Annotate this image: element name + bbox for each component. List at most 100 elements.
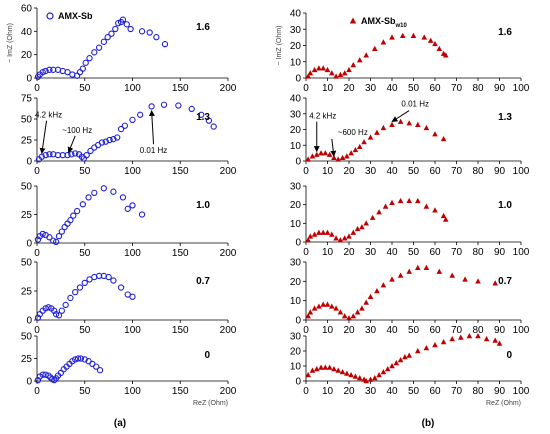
- data-point: [72, 150, 79, 157]
- x-tick-label: 150: [172, 386, 189, 397]
- x-tick-label: 0: [34, 166, 40, 177]
- data-point: [119, 194, 127, 201]
- data-point: [341, 313, 348, 319]
- x-tick-label: 0: [34, 248, 40, 259]
- data-point: [356, 57, 363, 63]
- data-point: [389, 276, 395, 282]
- data-point: [337, 237, 344, 243]
- data-point: [354, 225, 361, 232]
- data-point: [367, 134, 374, 140]
- data-point: [318, 364, 324, 370]
- data-point: [42, 67, 49, 75]
- data-point: [138, 211, 146, 218]
- y-tick-label: 30: [290, 258, 302, 269]
- data-point: [367, 376, 374, 382]
- data-point: [449, 272, 455, 278]
- x-tick-label: 100: [513, 386, 530, 397]
- data-point: [46, 234, 53, 241]
- data-point: [110, 136, 117, 143]
- data-point: [466, 333, 473, 339]
- x-tick-label: 0: [303, 325, 309, 336]
- data-point: [384, 366, 391, 372]
- x-tick-label: 50: [408, 247, 420, 258]
- x-tick-label: 0: [303, 166, 309, 177]
- data-point: [324, 301, 331, 307]
- data-point: [34, 236, 42, 243]
- data-point: [397, 197, 404, 204]
- data-point: [475, 333, 481, 339]
- subplot: 0 25 50 75 0 50 100 150 200 1.3 4.2 kHz~100 Hz 0.01…: [21, 94, 237, 178]
- data-point: [81, 279, 88, 287]
- data-point: [86, 276, 93, 283]
- data-point: [91, 49, 98, 56]
- data-point: [70, 212, 77, 219]
- y-tick-label: 20: [21, 50, 33, 61]
- data-point: [458, 334, 464, 340]
- legend-text: AMX-Sb: [58, 11, 93, 21]
- data-point: [320, 229, 326, 235]
- data-point: [333, 305, 339, 311]
- data-point: [100, 38, 107, 45]
- x-tick-label: 10: [322, 83, 334, 94]
- data-point: [42, 371, 49, 378]
- data-point: [380, 39, 387, 45]
- x-tick-label: 60: [429, 247, 441, 258]
- data-point: [161, 41, 169, 48]
- data-point: [442, 216, 449, 222]
- data-point: [73, 207, 81, 215]
- y-tick-label: 30: [290, 182, 302, 193]
- data-point: [442, 52, 449, 58]
- data-point: [305, 372, 311, 378]
- data-point: [348, 372, 354, 378]
- y-tick-label: 40: [21, 27, 33, 38]
- annotation-label: ~100 Hz: [62, 126, 92, 135]
- data-point: [363, 220, 369, 226]
- subplot: 0 10 20 30 0 10 20 30 40 50 60 70 80 90 100 1.0: [290, 182, 530, 259]
- x-tick-label: 100: [513, 247, 530, 258]
- data-point: [311, 66, 318, 73]
- y-tick-label: 25: [21, 136, 33, 147]
- data-point: [354, 309, 361, 315]
- y-tick-label: 10: [290, 296, 302, 307]
- data-point: [402, 354, 408, 360]
- data-point: [160, 101, 168, 108]
- data-point: [423, 124, 430, 131]
- legend-text: AMX-Sb: [361, 16, 396, 26]
- data-point: [399, 32, 406, 38]
- y-tick-label: 0: [295, 238, 301, 249]
- data-point: [313, 366, 320, 372]
- data-point: [91, 189, 98, 196]
- subplot-label: 0.7: [498, 276, 512, 287]
- data-point: [337, 309, 344, 315]
- x-tick-label: 70: [451, 325, 463, 336]
- x-tick-label: 10: [322, 247, 334, 258]
- legend-label: AMX-Sbw10: [361, 16, 408, 29]
- x-tick-label: 90: [494, 247, 506, 258]
- data-point: [415, 197, 421, 204]
- x-tick-label: 50: [79, 83, 91, 94]
- data-point: [64, 220, 71, 227]
- y-tick-label: 10: [290, 141, 302, 152]
- annotation-arrow: [391, 110, 410, 123]
- data-point: [79, 65, 86, 72]
- data-point: [305, 313, 311, 319]
- data-point: [393, 360, 400, 366]
- x-tick-label: 200: [220, 83, 237, 94]
- data-point: [313, 151, 320, 157]
- data-point: [115, 20, 122, 27]
- data-point: [389, 34, 395, 40]
- data-point: [341, 70, 348, 76]
- y-tick-label: 25: [21, 287, 33, 298]
- x-tick-label: 90: [494, 166, 506, 177]
- data-point: [72, 289, 79, 296]
- subplot: 0 10 20 30 0 10 20 30 40 50 60 70 80 90 100 0.7: [290, 258, 530, 337]
- data-point: [423, 203, 430, 209]
- data-point: [440, 135, 447, 142]
- data-point: [119, 16, 127, 23]
- data-point: [397, 272, 404, 278]
- x-tick-label: 70: [451, 83, 463, 94]
- y-tick-label: 10: [290, 219, 302, 230]
- y-tick-label: 10: [290, 362, 302, 373]
- y-tick-label: 0: [295, 157, 301, 168]
- annotation-arrow: [330, 138, 337, 157]
